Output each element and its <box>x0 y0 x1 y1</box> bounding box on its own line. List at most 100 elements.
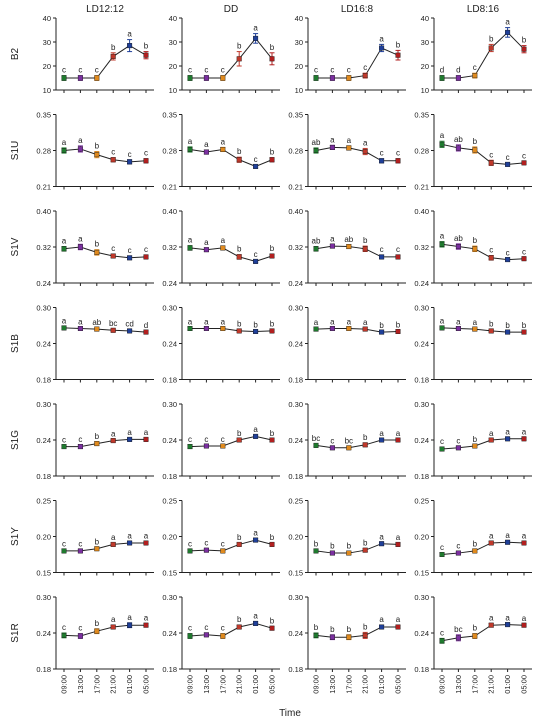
data-point <box>488 622 494 628</box>
data-point <box>439 141 445 147</box>
data-point <box>110 327 116 333</box>
data-point <box>127 540 133 546</box>
x-tick-label: 21:00 <box>235 675 244 694</box>
y-tick-label: 0.15 <box>162 569 177 578</box>
significance-letter: a <box>188 317 193 326</box>
y-tick-label: 0.32 <box>36 243 51 252</box>
significance-letter: a <box>522 532 527 541</box>
data-point <box>220 75 226 81</box>
x-tick-label: 17:00 <box>218 675 227 694</box>
data-point <box>329 326 335 332</box>
significance-letter: c <box>111 148 115 157</box>
significance-letter: ab <box>454 234 463 243</box>
significance-letter: b <box>473 137 478 146</box>
data-point <box>220 548 226 554</box>
significance-letter: b <box>363 236 368 245</box>
significance-letter: c <box>314 66 318 75</box>
data-point <box>253 537 259 543</box>
significance-letter: c <box>440 437 444 446</box>
series-line <box>315 626 398 638</box>
data-point <box>505 329 511 335</box>
significance-letter: c <box>489 246 493 255</box>
data-point <box>94 546 100 552</box>
significance-letter: a <box>440 131 445 140</box>
y-tick-label: 0.35 <box>162 111 177 120</box>
significance-letter: a <box>111 429 116 438</box>
significance-letter: a <box>253 529 258 538</box>
data-point <box>61 444 67 450</box>
data-point <box>439 552 445 558</box>
y-tick-label: 0.30 <box>288 593 303 602</box>
y-tick-label: 0.18 <box>414 665 429 674</box>
y-tick-label: 0.40 <box>36 207 51 216</box>
data-point <box>313 246 319 252</box>
significance-letter: c <box>204 435 208 444</box>
x-tick-label: 09:00 <box>438 675 447 694</box>
data-point <box>77 548 83 554</box>
data-point <box>253 620 259 626</box>
significance-letter: a <box>489 613 494 622</box>
data-point <box>329 550 335 556</box>
y-tick-label: 20 <box>43 62 51 71</box>
y-tick-label: 0.40 <box>162 207 177 216</box>
data-point <box>439 446 445 452</box>
series-line <box>315 439 398 449</box>
data-point <box>455 75 461 81</box>
significance-letter: a <box>127 428 132 437</box>
significance-letter: a <box>347 136 352 145</box>
data-point <box>61 246 67 252</box>
data-point <box>346 244 352 250</box>
significance-letter: c <box>440 543 444 552</box>
data-point <box>455 445 461 451</box>
significance-letter: b <box>522 36 527 45</box>
y-tick-label: 30 <box>421 38 429 47</box>
significance-letter: b <box>95 619 100 628</box>
x-tick-label: 17:00 <box>344 675 353 694</box>
series-line <box>63 624 146 637</box>
significance-letter: c <box>78 539 82 548</box>
y-tick-label: 30 <box>169 38 177 47</box>
significance-letter: a <box>127 532 132 541</box>
significance-letter: b <box>237 147 242 156</box>
data-point <box>505 161 511 167</box>
significance-letter: a <box>440 232 445 241</box>
significance-letter: bc <box>454 625 462 634</box>
data-point <box>203 443 209 449</box>
y-tick-label: 0.25 <box>36 497 51 506</box>
significance-letter: c <box>204 66 208 75</box>
x-tick-label: 09:00 <box>60 675 69 694</box>
data-point <box>253 433 259 439</box>
significance-letter: c <box>62 66 66 75</box>
data-point <box>253 35 259 41</box>
data-point <box>110 624 116 630</box>
y-tick-label: 0.24 <box>414 279 429 288</box>
significance-letter: c <box>128 246 132 255</box>
significance-letter: ab <box>454 135 463 144</box>
data-point <box>236 157 242 163</box>
row-label: S1G <box>10 430 21 450</box>
significance-letter: c <box>62 435 66 444</box>
data-point <box>521 436 527 442</box>
y-tick-label: 0.18 <box>36 376 51 385</box>
significance-letter: a <box>379 34 384 43</box>
significance-letter: b <box>473 539 478 548</box>
significance-letter: a <box>253 24 258 33</box>
y-tick-label: 0.30 <box>162 304 177 313</box>
y-tick-label: 0.25 <box>414 497 429 506</box>
significance-letter: b <box>95 537 100 546</box>
x-tick-label: 05:00 <box>520 675 529 694</box>
significance-letter: c <box>221 624 225 633</box>
significance-letter: a <box>253 612 258 621</box>
significance-letter: b <box>314 539 319 548</box>
significance-letter: a <box>127 613 132 622</box>
row-label: S1Y <box>10 527 21 546</box>
data-point <box>61 325 67 331</box>
x-tick-label: 01:00 <box>377 675 386 694</box>
y-tick-label: 0.30 <box>36 400 51 409</box>
column-title: DD <box>224 4 238 15</box>
data-point <box>472 147 478 153</box>
data-point <box>187 146 193 152</box>
series-line <box>441 243 525 261</box>
data-point <box>362 547 368 553</box>
